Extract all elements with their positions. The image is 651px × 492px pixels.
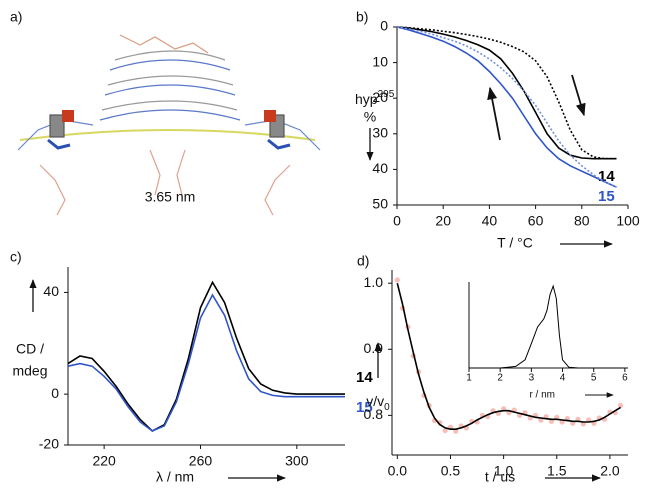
x-tick-label: 4 — [560, 373, 566, 384]
y-tick-label: 0 — [380, 18, 388, 34]
x-axis-label: T / °C — [497, 235, 533, 251]
panel-label: a) — [10, 9, 22, 25]
x-tick-label: 20 — [435, 213, 451, 229]
x-tick-label: 2 — [497, 373, 503, 384]
y-tick-label: 30 — [372, 125, 388, 141]
y-axis-label-unit: % — [364, 109, 376, 125]
y-axis-label-main: v/v — [366, 393, 384, 409]
x-tick-label: 0.5 — [441, 463, 461, 479]
y-tick-label: -20 — [39, 436, 59, 452]
y-axis-label: hyp295 — [355, 89, 395, 107]
series-line — [397, 27, 617, 187]
x-tick-label: 1.5 — [547, 463, 567, 479]
x-tick-label: 0.0 — [388, 463, 408, 479]
x-tick-label: 100 — [616, 213, 640, 229]
x-axis-label: t / us — [485, 469, 515, 485]
x-tick-label: 220 — [92, 453, 116, 469]
series-line — [397, 27, 617, 159]
y-tick-label: 10 — [372, 53, 388, 69]
figure: a) 3.65 nm 020406080100010203040501415b)… — [0, 0, 651, 492]
x-axis-label: λ / nm — [156, 469, 194, 485]
scale-label: 3.65 nm — [145, 189, 196, 205]
x-tick-label: 5 — [591, 373, 597, 384]
x-tick-label: 0 — [393, 213, 401, 229]
x-tick-label: 40 — [482, 213, 498, 229]
x-tick-label: 6 — [622, 373, 628, 384]
panel-label: c) — [10, 249, 22, 265]
y-axis-label: mdeg — [12, 363, 47, 379]
data-point — [395, 277, 400, 282]
x-tick-label: 60 — [528, 213, 544, 229]
series-label: 14 — [356, 369, 373, 386]
x-tick-label: 2.0 — [600, 463, 620, 479]
x-tick-label: 300 — [285, 453, 309, 469]
arrows — [33, 75, 613, 478]
x-tick-label: 1 — [466, 373, 472, 384]
x-axis-label: r / nm — [529, 390, 555, 401]
series-label: 15 — [598, 188, 615, 205]
data-point — [618, 403, 623, 408]
y-axis-label-superscript: 295 — [378, 89, 395, 100]
y-tick-label: 40 — [43, 283, 59, 299]
y-axis-label-subscript: 0 — [384, 402, 390, 413]
y-axis-label: CD / — [16, 341, 44, 357]
x-tick-label: 80 — [574, 213, 590, 229]
series-line — [68, 295, 345, 431]
y-tick-label: 0 — [51, 385, 59, 401]
y-tick-label: 0.9 — [364, 340, 384, 356]
series-line — [469, 286, 625, 368]
x-tick-label: 3 — [529, 373, 535, 384]
y-axis-label-main: hyp — [355, 91, 378, 107]
panel-label: d) — [357, 253, 369, 269]
x-tick-label: 260 — [189, 453, 213, 469]
panel-label: b) — [356, 9, 368, 25]
series-line — [68, 282, 345, 431]
series-line — [397, 27, 617, 187]
y-tick-label: 50 — [372, 196, 388, 212]
series-line — [397, 27, 617, 159]
y-tick-label: 40 — [372, 160, 388, 176]
y-tick-label: 1.0 — [364, 274, 384, 290]
